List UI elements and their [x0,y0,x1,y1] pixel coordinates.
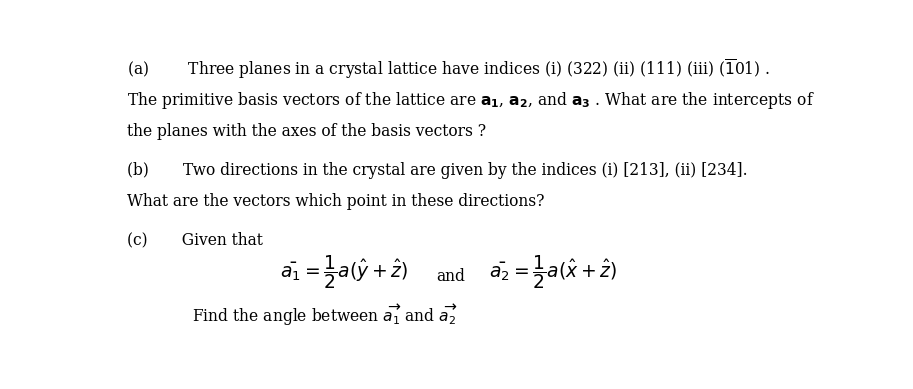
Text: (b)       Two directions in the crystal are given by the indices (i) [213], (ii): (b) Two directions in the crystal are gi… [127,162,748,179]
Text: What are the vectors which point in these directions?: What are the vectors which point in thes… [127,193,544,210]
Text: (c)       Given that: (c) Given that [127,231,263,248]
Text: Find the angle between $\overrightarrow{a_1}$ and $\overrightarrow{a_2}$: Find the angle between $\overrightarrow{… [192,303,457,328]
Text: (a)        Three planes in a crystal lattice have indices (i) (322) (ii) (111) (: (a) Three planes in a crystal lattice ha… [127,57,771,81]
Text: $\bar{a_1} = \dfrac{1}{2}a(\hat{y} + \hat{z})$: $\bar{a_1} = \dfrac{1}{2}a(\hat{y} + \ha… [280,253,408,291]
Text: $\bar{a_2} = \dfrac{1}{2}a(\hat{x} + \hat{z})$: $\bar{a_2} = \dfrac{1}{2}a(\hat{x} + \ha… [489,253,617,291]
Text: and: and [436,268,465,286]
Text: The primitive basis vectors of the lattice are $\mathbf{a_1}$, $\mathbf{a_2}$, a: The primitive basis vectors of the latti… [127,90,814,111]
Text: the planes with the axes of the basis vectors ?: the planes with the axes of the basis ve… [127,123,486,140]
